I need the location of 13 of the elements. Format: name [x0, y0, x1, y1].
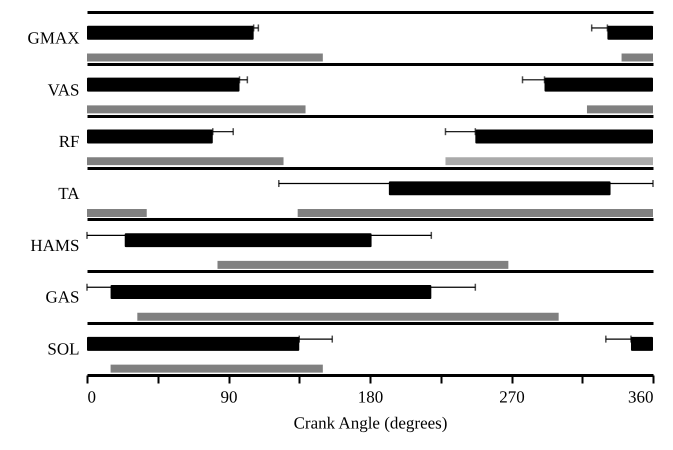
y-tick-label: SOL	[47, 340, 80, 359]
y-tick-label: TA	[58, 184, 80, 203]
y-tick-label: GMAX	[28, 28, 80, 48]
x-axis-title: Crank Angle (degrees)	[294, 414, 448, 432]
y-tick-label: RF	[58, 132, 80, 152]
x-tick-label: 270	[499, 388, 525, 406]
y-tick-label: VAS	[48, 80, 80, 100]
y-tick-label: GAS	[45, 288, 80, 307]
x-tick-label: 90	[220, 388, 238, 406]
x-tick-label: 360	[628, 388, 654, 406]
x-tick-label: 0	[88, 388, 96, 406]
y-tick-label: HAMS	[30, 236, 80, 255]
x-tick-label: 180	[358, 388, 384, 406]
